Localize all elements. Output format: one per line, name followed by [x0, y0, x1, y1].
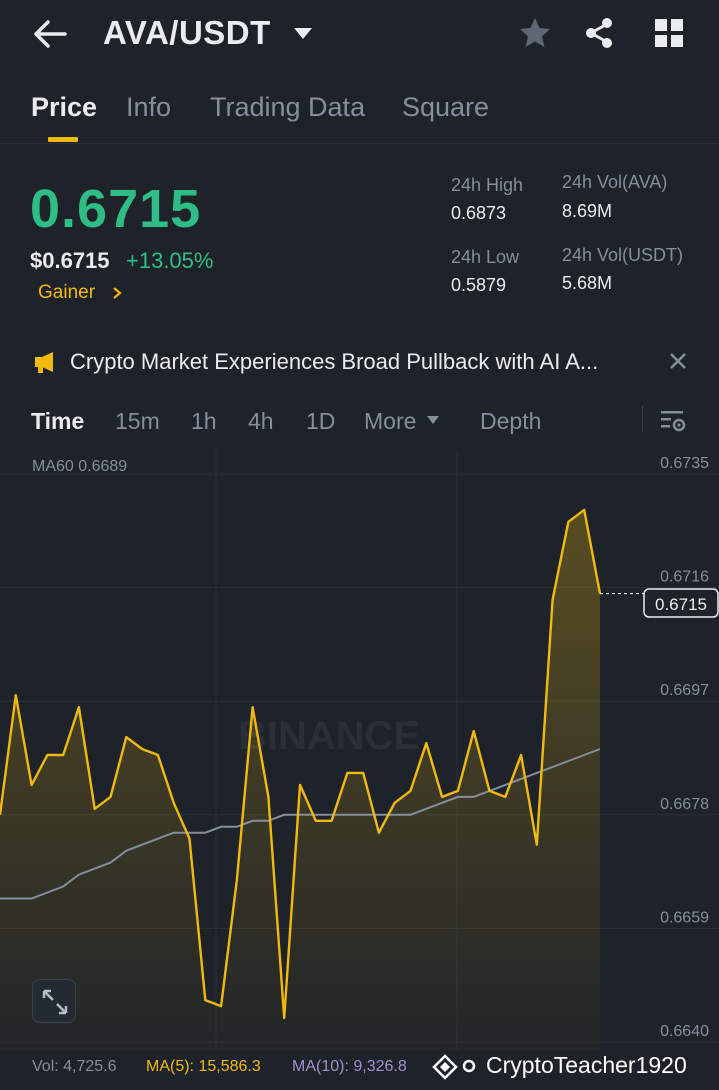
price-area: [0, 509, 600, 1050]
expand-icon: [42, 989, 68, 1015]
news-banner[interactable]: Crypto Market Experiences Broad Pullback…: [0, 336, 719, 392]
ma60-line: [0, 748, 601, 900]
tab-price[interactable]: Price: [31, 92, 98, 122]
interval-4h[interactable]: 4h: [248, 408, 274, 434]
high-label: 24h High: [451, 175, 524, 195]
price-change: +13.05%: [126, 248, 214, 273]
vol-quote-value: 5.68M: [562, 273, 613, 293]
chart-settings-icon[interactable]: [659, 408, 687, 434]
low-value: 0.5879: [451, 275, 507, 295]
tab-trading-data[interactable]: Trading Data: [210, 92, 366, 122]
ma5-value: MA(5): 15,586.3: [146, 1058, 261, 1075]
ma10-value: MA(10): 9,326.8: [292, 1058, 407, 1075]
pair-title[interactable]: AVA/USDT: [103, 14, 271, 51]
current-price-box: [643, 588, 719, 618]
back-arrow-icon[interactable]: [32, 18, 68, 50]
chevron-right-icon[interactable]: [110, 284, 124, 302]
divider: [642, 406, 643, 432]
y-tick-label: 0.6716: [660, 569, 709, 586]
ma60-label: MA60 0.6689: [32, 458, 128, 475]
y-axis: 0.6735 0.6716 0.6697 0.6678 0.6659 0.6640: [660, 455, 709, 1040]
y-tick-label: 0.6640: [660, 1023, 709, 1040]
interval-bar: Time 15m 1h 4h 1D More Depth: [0, 398, 719, 448]
y-tick-label: 0.6678: [660, 796, 709, 813]
interval-time[interactable]: Time: [31, 408, 85, 434]
tab-info[interactable]: Info: [126, 92, 172, 122]
binance-logo-icon: [432, 1054, 476, 1080]
expand-chart-button[interactable]: [32, 979, 76, 1023]
tab-square[interactable]: Square: [402, 92, 490, 122]
news-headline[interactable]: Crypto Market Experiences Broad Pullback…: [70, 349, 599, 374]
grid-icon[interactable]: [654, 18, 684, 48]
main-tabs: Price Info Trading Data Square: [0, 82, 719, 144]
interval-15m[interactable]: 15m: [115, 408, 160, 434]
interval-more[interactable]: More: [364, 408, 417, 434]
interval-depth[interactable]: Depth: [480, 408, 542, 434]
active-tab-indicator: [48, 137, 78, 142]
usd-price: $0.6715: [30, 248, 110, 273]
vol-value: Vol: 4,725.6: [32, 1058, 117, 1075]
last-price: 0.6715: [30, 179, 202, 239]
y-tick-label: 0.6697: [660, 682, 709, 699]
close-icon[interactable]: [668, 351, 688, 371]
indicator-bar: Vol: 4,725.6 MA(5): 15,586.3 MA(10): 9,3…: [0, 1052, 719, 1090]
share-icon[interactable]: [582, 16, 616, 50]
vol-base-label: 24h Vol(AVA): [562, 172, 668, 192]
price-line: [0, 508, 602, 1020]
caret-down-icon[interactable]: [426, 415, 440, 425]
interval-1d[interactable]: 1D: [306, 408, 336, 434]
high-value: 0.6873: [451, 203, 507, 223]
watermark-username: CryptoTeacher1920: [486, 1052, 687, 1078]
star-icon[interactable]: [518, 16, 552, 50]
vol-base-value: 8.69M: [562, 201, 613, 221]
current-price-label: 0.6715: [655, 595, 707, 614]
low-label: 24h Low: [451, 247, 520, 267]
caret-down-icon[interactable]: [292, 26, 314, 40]
interval-1h[interactable]: 1h: [191, 408, 217, 434]
price-chart[interactable]: BINANCE 0.67350.67160.66970.66780.66590.…: [0, 450, 719, 1050]
megaphone-icon: [35, 352, 53, 373]
vol-quote-label: 24h Vol(USDT): [562, 245, 684, 265]
y-tick-label: 0.6735: [660, 455, 709, 472]
gainer-tag[interactable]: Gainer: [38, 282, 96, 303]
binance-watermark: BINANCE: [238, 714, 420, 758]
top-bar: AVA/USDT: [0, 0, 719, 70]
y-tick-label: 0.6659: [660, 909, 709, 926]
